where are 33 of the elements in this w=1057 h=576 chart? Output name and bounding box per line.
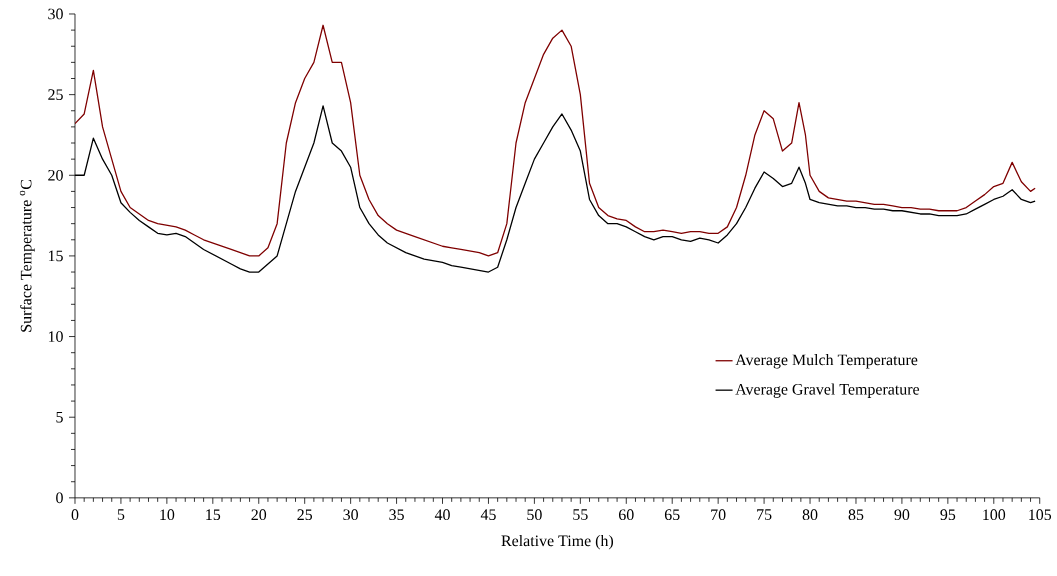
x-tick-label: 80	[802, 509, 818, 521]
x-tick-label: 105	[1029, 509, 1052, 521]
legend-label: Average Mulch Temperature	[735, 354, 918, 369]
y-tick-label: 10	[48, 331, 63, 343]
x-tick-label: 15	[206, 509, 221, 521]
x-tick-label: 55	[573, 509, 588, 521]
x-tick-label: 40	[434, 509, 450, 521]
y-tick-label: 15	[48, 250, 63, 262]
x-tick-label: 65	[664, 509, 680, 521]
x-tick-label: 0	[71, 509, 79, 521]
y-axis-title: Surface Temperature $^{o}$C	[19, 180, 35, 332]
x-tick-label: 50	[527, 509, 542, 521]
y-tick-label: 5	[56, 411, 63, 423]
x-tick-label: 70	[711, 509, 726, 521]
x-tick-label: 35	[389, 509, 404, 521]
y-tick-label: 25	[48, 89, 63, 101]
x-tick-label: 20	[251, 509, 267, 521]
x-tick-label: 30	[343, 509, 358, 521]
x-tick-label: 100	[983, 509, 1006, 521]
x-tick-label: 5	[117, 509, 125, 521]
x-tick-label: 45	[480, 509, 496, 521]
x-tick-label: 25	[297, 509, 313, 521]
legend-label: Average Gravel Temperature	[735, 383, 920, 399]
x-tick-label: 60	[618, 509, 634, 521]
x-tick-label: 10	[160, 509, 175, 521]
x-tick-label: 75	[757, 509, 772, 521]
x-tick-label: 95	[940, 509, 956, 521]
x-tick-label: 85	[848, 509, 864, 521]
y-tick-label: 30	[48, 8, 63, 20]
y-tick-label: 0	[56, 492, 63, 504]
x-axis-title: Relative Time (h)	[501, 535, 614, 550]
x-tick-label: 90	[894, 509, 910, 521]
y-tick-label: 20	[48, 169, 63, 181]
